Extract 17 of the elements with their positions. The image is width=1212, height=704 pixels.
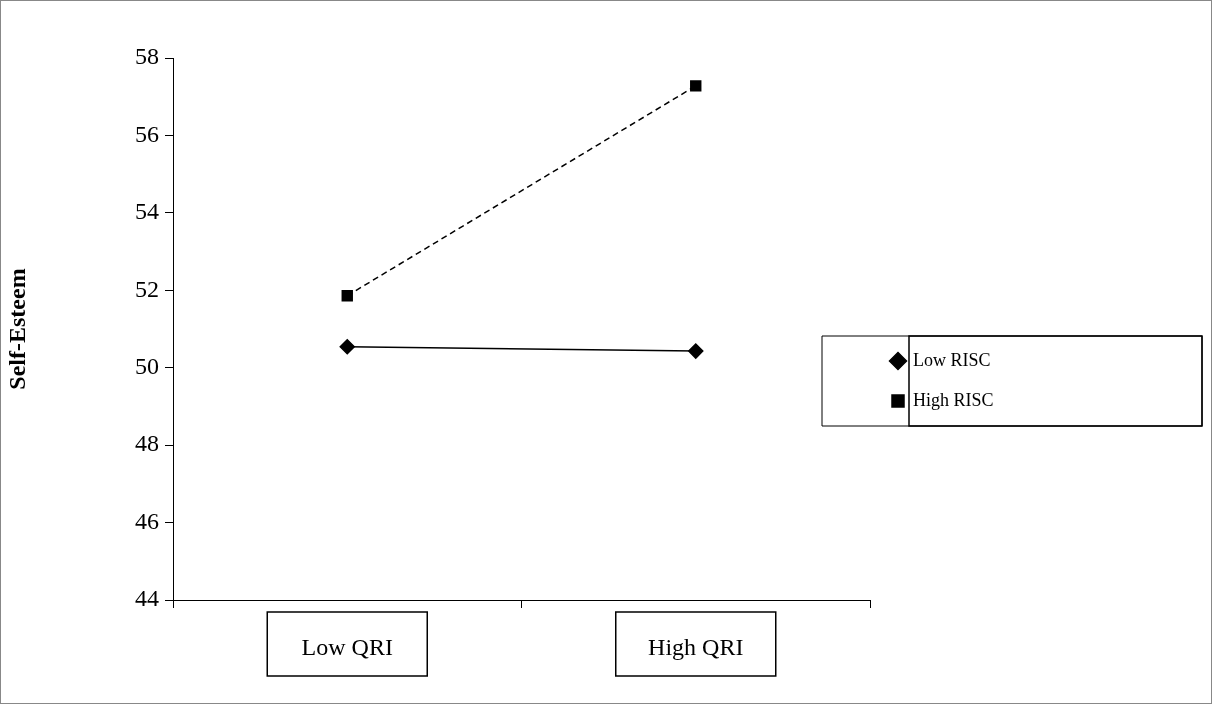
y-tick-label: 52 — [135, 275, 159, 302]
y-tick-label: 44 — [135, 585, 159, 612]
y-tick-label: 50 — [135, 353, 159, 380]
y-tick-label: 58 — [135, 43, 159, 70]
x-tick-label: High QRI — [648, 633, 744, 660]
point — [341, 290, 353, 302]
legend-label: High RISC — [913, 389, 994, 410]
legend-label: Low RISC — [913, 349, 991, 370]
y-tick-label: 46 — [135, 507, 159, 534]
y-tick-label: 48 — [135, 430, 159, 457]
y-tick-label: 56 — [135, 120, 159, 147]
x-tick-label: Low QRI — [301, 633, 393, 660]
y-tick-label: 54 — [135, 198, 159, 225]
point — [339, 339, 355, 355]
y-axis-title: Self-Esteem — [3, 268, 30, 390]
point — [688, 343, 704, 359]
point — [690, 80, 702, 92]
